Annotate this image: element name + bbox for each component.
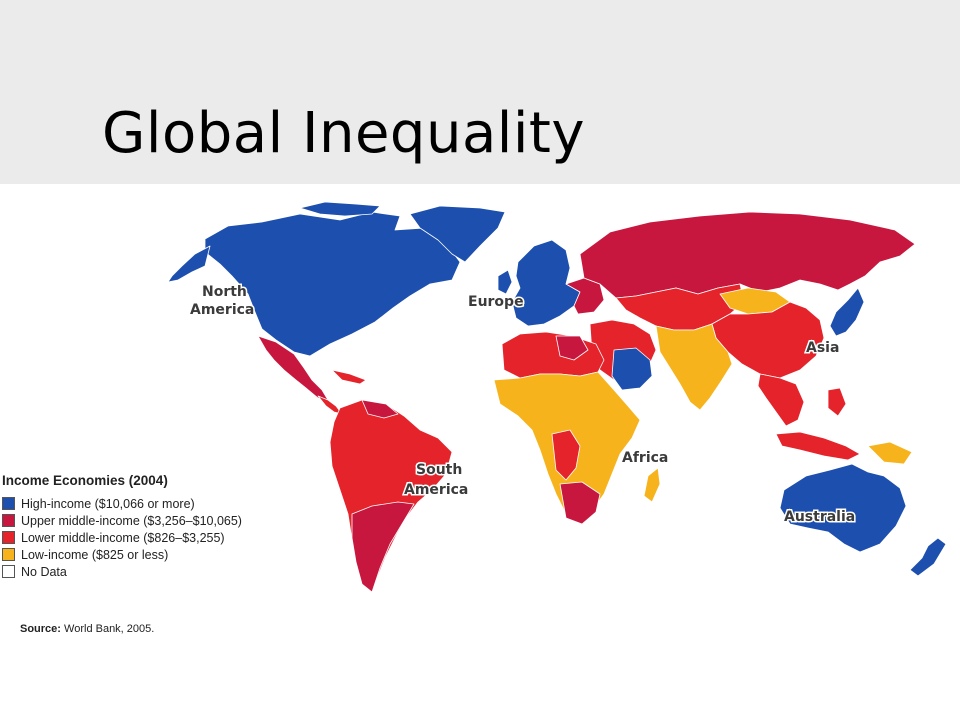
china-region bbox=[711, 301, 825, 379]
libya-region bbox=[555, 335, 589, 361]
legend-label: Lower middle-income ($826–$3,255) bbox=[21, 530, 225, 545]
map-legend: Income Economies (2004) High-income ($10… bbox=[2, 473, 332, 580]
greenland-region bbox=[409, 205, 506, 263]
new-zealand-region bbox=[909, 537, 947, 577]
alaska-region bbox=[167, 245, 211, 283]
russia-region bbox=[579, 211, 916, 299]
label-south-america-line2: America bbox=[404, 482, 468, 498]
japan-korea-region bbox=[829, 287, 865, 337]
region-labels: North America Europe Asia South America … bbox=[189, 283, 857, 527]
uk-region bbox=[497, 269, 513, 295]
legend-label: Low-income ($825 or less) bbox=[21, 547, 169, 562]
south-asia-region bbox=[655, 323, 733, 411]
southern-cone-region bbox=[351, 501, 415, 593]
legend-item-lower-middle-income: Lower middle-income ($826–$3,255) bbox=[2, 529, 332, 546]
legend-swatch bbox=[2, 565, 15, 578]
label-north-america-line1: North bbox=[202, 284, 247, 300]
legend-swatch bbox=[2, 497, 15, 510]
legend-item-upper-middle-income: Upper middle-income ($3,256–$10,065) bbox=[2, 512, 332, 529]
map-source: Source: World Bank, 2005. bbox=[20, 623, 154, 635]
slide-title: Global Inequality bbox=[102, 101, 585, 166]
southern-africa-region bbox=[559, 481, 601, 525]
arctic-islands-region bbox=[299, 201, 381, 217]
legend-item-high-income: High-income ($10,066 or more) bbox=[2, 495, 332, 512]
label-australia: Australia bbox=[784, 509, 855, 525]
world-map: North America Europe Asia South America … bbox=[167, 201, 947, 593]
southeast-asia-region bbox=[757, 373, 805, 427]
label-south-america-line1: South bbox=[416, 462, 462, 478]
title-band: Global Inequality bbox=[0, 0, 960, 184]
north-america-region bbox=[204, 211, 461, 357]
madagascar-region bbox=[643, 467, 661, 503]
australia-region bbox=[779, 463, 907, 553]
europe-region bbox=[511, 239, 581, 327]
north-africa-region bbox=[501, 331, 605, 379]
label-asia: Asia bbox=[806, 340, 839, 356]
legend-item-no-data: No Data bbox=[2, 563, 332, 580]
legend-title: Income Economies (2004) bbox=[2, 473, 168, 488]
label-north-america-line2: America bbox=[190, 302, 254, 318]
legend-label: No Data bbox=[21, 564, 67, 579]
source-text: World Bank, 2005. bbox=[64, 623, 155, 635]
arabia-region bbox=[611, 347, 653, 391]
caribbean-region bbox=[331, 369, 367, 385]
legend-label: Upper middle-income ($3,256–$10,065) bbox=[21, 513, 242, 528]
papua-region bbox=[867, 441, 913, 465]
map-panel: North America Europe Asia South America … bbox=[0, 184, 960, 660]
indonesia-region bbox=[775, 431, 861, 461]
legend-swatch bbox=[2, 514, 15, 527]
legend-swatch bbox=[2, 531, 15, 544]
label-africa: Africa bbox=[622, 450, 668, 466]
legend-swatch bbox=[2, 548, 15, 561]
central-africa-region bbox=[551, 429, 581, 481]
philippines-region bbox=[827, 387, 847, 417]
label-europe: Europe bbox=[468, 294, 524, 310]
legend-label: High-income ($10,066 or more) bbox=[21, 496, 195, 511]
legend-item-low-income: Low-income ($825 or less) bbox=[2, 546, 332, 563]
source-label: Source: bbox=[20, 623, 61, 635]
venezuela-region bbox=[361, 399, 399, 419]
